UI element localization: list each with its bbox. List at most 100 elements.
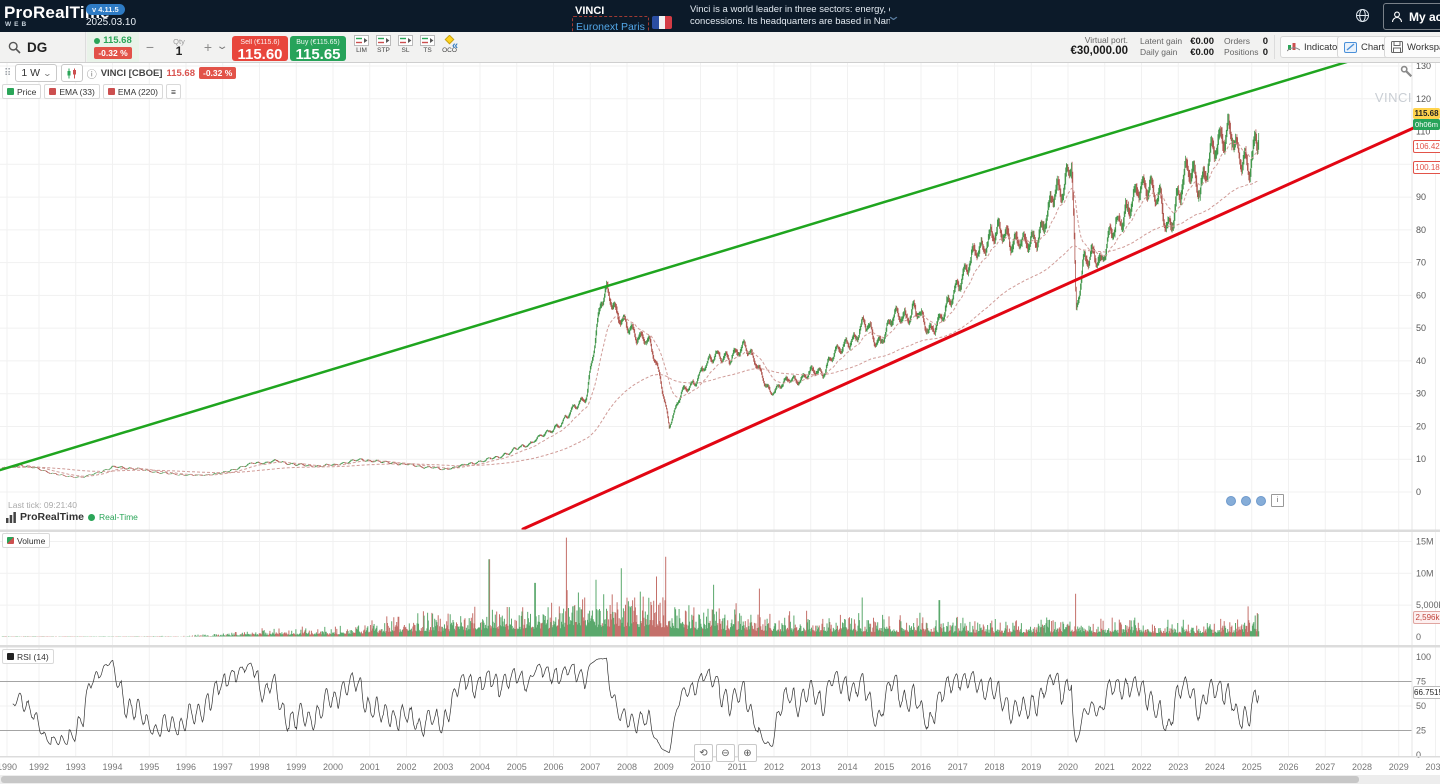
france-flag-icon <box>652 16 672 29</box>
zoom-in-button[interactable]: ⊕ <box>738 744 757 762</box>
bars-icon <box>6 511 16 523</box>
order-type-stp[interactable]: STP <box>375 35 392 54</box>
zoom-preset-icon[interactable] <box>1241 495 1251 506</box>
svg-text:30: 30 <box>1416 389 1426 399</box>
svg-text:2006: 2006 <box>543 762 563 772</box>
limit-order-icon <box>354 35 369 46</box>
fit-chart-icon[interactable]: i <box>1271 494 1284 507</box>
order-type-ts[interactable]: TS <box>419 35 436 54</box>
timeframe-select[interactable]: 1 W ⌄ <box>15 64 57 82</box>
price-series-swatch <box>7 88 14 95</box>
drag-handle-icon[interactable]: ⠿ <box>4 67 12 79</box>
legend-ema220[interactable]: EMA (220) <box>102 84 163 99</box>
qty-plus-button[interactable]: + <box>203 39 213 55</box>
rsi-swatch <box>7 653 14 660</box>
my-account-button[interactable]: My acc <box>1383 3 1440 30</box>
save-icon <box>1391 41 1403 53</box>
wrench-icon[interactable] <box>1400 65 1413 83</box>
svg-text:2029: 2029 <box>1389 762 1409 772</box>
svg-text:50: 50 <box>1416 323 1426 333</box>
current-price-badge: 115.68 <box>1413 108 1440 119</box>
svg-text:70: 70 <box>1416 258 1426 268</box>
qty-minus-button[interactable]: − <box>145 39 155 55</box>
ema33-swatch <box>49 88 57 95</box>
indicators-icon <box>1287 42 1300 51</box>
svg-text:10: 10 <box>1416 454 1426 464</box>
volume-panel-label[interactable]: Volume <box>2 533 51 548</box>
svg-text:1992: 1992 <box>29 762 49 772</box>
orders-positions-stat: Orders 0 Positions 0 <box>1224 36 1268 58</box>
chevron-down-icon[interactable]: ⌄ <box>885 8 902 23</box>
workspaces-button[interactable]: Workspaces <box>1384 36 1440 58</box>
buy-button[interactable]: Buy (€115.65) 115.65 <box>290 36 346 62</box>
svg-text:2008: 2008 <box>617 762 637 772</box>
realtime-dot-icon <box>88 513 95 521</box>
collapse-panel-icon[interactable]: « <box>452 40 459 52</box>
symbol-search[interactable]: DG <box>0 32 86 62</box>
reset-view-button[interactable]: ⟲ <box>694 744 713 762</box>
ema220-swatch <box>107 88 115 95</box>
info-icon[interactable]: ⓘ <box>86 69 97 81</box>
legend-menu-button[interactable]: ≡ <box>165 84 181 99</box>
svg-text:100: 100 <box>1416 652 1431 662</box>
chart-title-change-badge: -0.32 % <box>199 67 237 79</box>
chart-type-button[interactable] <box>60 64 83 82</box>
svg-text:2002: 2002 <box>396 762 416 772</box>
svg-text:20: 20 <box>1416 421 1426 431</box>
svg-text:1993: 1993 <box>66 762 86 772</box>
svg-text:110: 110 <box>1416 127 1430 137</box>
order-type-lim[interactable]: LIM <box>353 35 370 54</box>
person-icon <box>1391 11 1403 22</box>
last-volume-badge: 2,596k <box>1413 611 1440 624</box>
svg-text:2023: 2023 <box>1168 762 1188 772</box>
svg-text:0: 0 <box>1416 632 1421 642</box>
svg-text:2019: 2019 <box>1021 762 1041 772</box>
svg-text:2003: 2003 <box>433 762 453 772</box>
stoploss-order-icon <box>398 35 413 46</box>
svg-text:2022: 2022 <box>1131 762 1151 772</box>
zoom-preset-icon[interactable] <box>1256 495 1266 506</box>
scrollbar-thumb[interactable] <box>1 776 1359 783</box>
alert-level-badge: 100.18 <box>1413 161 1440 174</box>
svg-text:50: 50 <box>1416 701 1426 711</box>
sell-button[interactable]: Sell (€115.6) 115.60 <box>232 36 288 62</box>
svg-text:2012: 2012 <box>764 762 784 772</box>
svg-text:60: 60 <box>1416 290 1426 300</box>
svg-text:90: 90 <box>1416 192 1426 202</box>
order-type-oco[interactable]: OCO <box>441 35 458 54</box>
qty-options-chevron-icon[interactable]: ⌄ <box>215 41 229 52</box>
svg-text:2013: 2013 <box>801 762 821 772</box>
volume-swatch <box>7 537 14 544</box>
svg-text:1995: 1995 <box>139 762 159 772</box>
svg-text:0: 0 <box>1416 487 1421 497</box>
svg-text:2028: 2028 <box>1352 762 1372 772</box>
chart-brand-row: ProRealTime Real-Time <box>6 511 138 523</box>
app-header: ProRealTime WEB v 4.11.5 2025.03.10 VINC… <box>0 0 1440 37</box>
order-type-sl[interactable]: SL <box>397 35 414 54</box>
rsi-panel-label[interactable]: RSI (14) <box>2 649 54 664</box>
svg-text:2005: 2005 <box>507 762 527 772</box>
legend-ema33[interactable]: EMA (33) <box>44 84 100 99</box>
qty-label: Qty <box>173 37 185 46</box>
zoom-out-button[interactable]: ⊖ <box>716 744 735 762</box>
indicators-button[interactable]: Indicators <box>1280 36 1353 58</box>
svg-text:75: 75 <box>1416 677 1426 687</box>
svg-text:80: 80 <box>1416 225 1426 235</box>
svg-text:2026: 2026 <box>1278 762 1298 772</box>
svg-text:2020: 2020 <box>1058 762 1078 772</box>
chart-scrollbar[interactable] <box>0 775 1440 784</box>
chart-legend: Price EMA (33) EMA (220) ≡ <box>2 84 181 99</box>
globe-icon[interactable] <box>1355 8 1370 28</box>
quantity-stepper: − Qty 1 + <box>141 32 217 62</box>
svg-text:2014: 2014 <box>837 762 857 772</box>
qty-value[interactable]: 1 <box>175 44 183 58</box>
legend-price[interactable]: Price <box>2 84 42 99</box>
svg-text:2017: 2017 <box>948 762 968 772</box>
gains-stat: Latent gain €0.00 Daily gain €0.00 <box>1140 36 1214 58</box>
instrument-name: VINCI <box>575 5 605 17</box>
zoom-preset-icon[interactable] <box>1226 495 1236 506</box>
order-type-buttons: LIM STP SL TS OCO <box>353 35 458 54</box>
chart-nav-buttons: ⟲ ⊖ ⊕ <box>694 744 757 762</box>
chart-toolbar: ⠿ 1 W ⌄ ⓘ VINCI [CBOE] 115.68 -0.32 % <box>4 64 237 82</box>
